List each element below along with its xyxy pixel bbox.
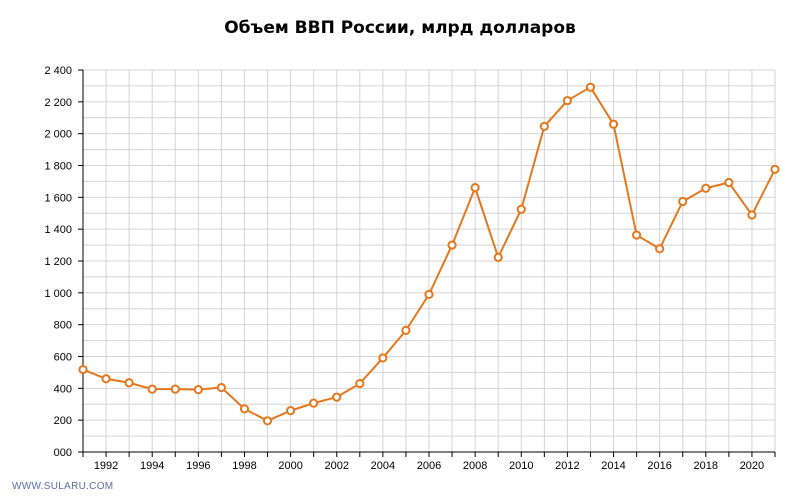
x-tick-label: 2000 bbox=[278, 460, 302, 472]
x-tick-label: 2016 bbox=[647, 460, 671, 472]
y-tick-label: 1 600 bbox=[44, 192, 72, 204]
y-tick-label: 200 bbox=[54, 415, 72, 427]
data-point bbox=[770, 164, 780, 174]
data-point bbox=[539, 121, 549, 131]
data-point bbox=[608, 119, 619, 129]
x-tick-label: 2012 bbox=[555, 460, 579, 472]
data-point bbox=[193, 385, 203, 395]
x-tick-label: 2020 bbox=[740, 460, 764, 472]
data-point bbox=[424, 289, 434, 300]
data-point bbox=[239, 404, 250, 414]
data-point bbox=[701, 183, 711, 193]
data-point bbox=[262, 416, 273, 426]
data-point bbox=[401, 325, 411, 335]
watermark-text: WWW.SULARU.COM bbox=[12, 481, 114, 492]
x-tick-label: 1996 bbox=[186, 460, 210, 472]
y-tick-label: 000 bbox=[54, 447, 72, 459]
y-tick-label: 800 bbox=[54, 320, 72, 332]
chart-title: Объем ВВП России, млрд долларов bbox=[224, 18, 576, 38]
data-point bbox=[355, 378, 365, 389]
data-point bbox=[516, 204, 526, 214]
tick-label-layer: 000 200 400 600 800 1 000 1 200 1 400 1 600 1 800… bbox=[44, 65, 764, 472]
data-point bbox=[170, 384, 180, 394]
y-tick-label: 2 400 bbox=[44, 65, 72, 77]
data-point bbox=[216, 382, 226, 393]
y-tick-label: 1 200 bbox=[44, 256, 72, 268]
data-point bbox=[378, 353, 388, 363]
data-point bbox=[309, 398, 319, 408]
x-tick-label: 2004 bbox=[371, 460, 395, 472]
axis-layer bbox=[78, 69, 776, 457]
x-tick-label: 2006 bbox=[417, 460, 441, 472]
series-layer bbox=[78, 82, 780, 426]
data-point bbox=[147, 384, 157, 394]
data-point bbox=[286, 406, 296, 416]
y-tick-label: 1 800 bbox=[44, 161, 72, 173]
data-point bbox=[632, 230, 642, 240]
x-tick-label: 1994 bbox=[140, 460, 164, 472]
data-point bbox=[585, 82, 596, 92]
data-point bbox=[562, 95, 573, 106]
y-tick-label: 400 bbox=[54, 383, 72, 395]
data-point bbox=[470, 183, 480, 193]
data-point bbox=[493, 252, 503, 262]
x-tick-label: 2014 bbox=[601, 460, 625, 472]
data-point bbox=[747, 210, 757, 220]
x-tick-label: 1992 bbox=[94, 460, 118, 472]
y-tick-label: 2 000 bbox=[44, 129, 72, 141]
data-point bbox=[124, 378, 134, 388]
data-point bbox=[78, 364, 88, 375]
data-point bbox=[724, 177, 734, 188]
y-tick-label: 1 000 bbox=[44, 288, 72, 300]
y-tick-label: 600 bbox=[54, 352, 72, 364]
x-tick-label: 2002 bbox=[324, 460, 348, 472]
data-point bbox=[678, 196, 688, 207]
y-tick-label: 1 400 bbox=[44, 224, 72, 236]
data-point bbox=[332, 392, 342, 402]
x-tick-label: 2018 bbox=[694, 460, 718, 472]
x-tick-label: 2010 bbox=[509, 460, 533, 472]
grid-layer bbox=[82, 69, 776, 453]
x-tick-label: 2008 bbox=[463, 460, 487, 472]
data-point bbox=[447, 240, 457, 250]
y-tick-label: 2 200 bbox=[44, 97, 72, 109]
data-point bbox=[655, 244, 665, 254]
x-tick-label: 1998 bbox=[232, 460, 256, 472]
data-point bbox=[101, 374, 111, 384]
